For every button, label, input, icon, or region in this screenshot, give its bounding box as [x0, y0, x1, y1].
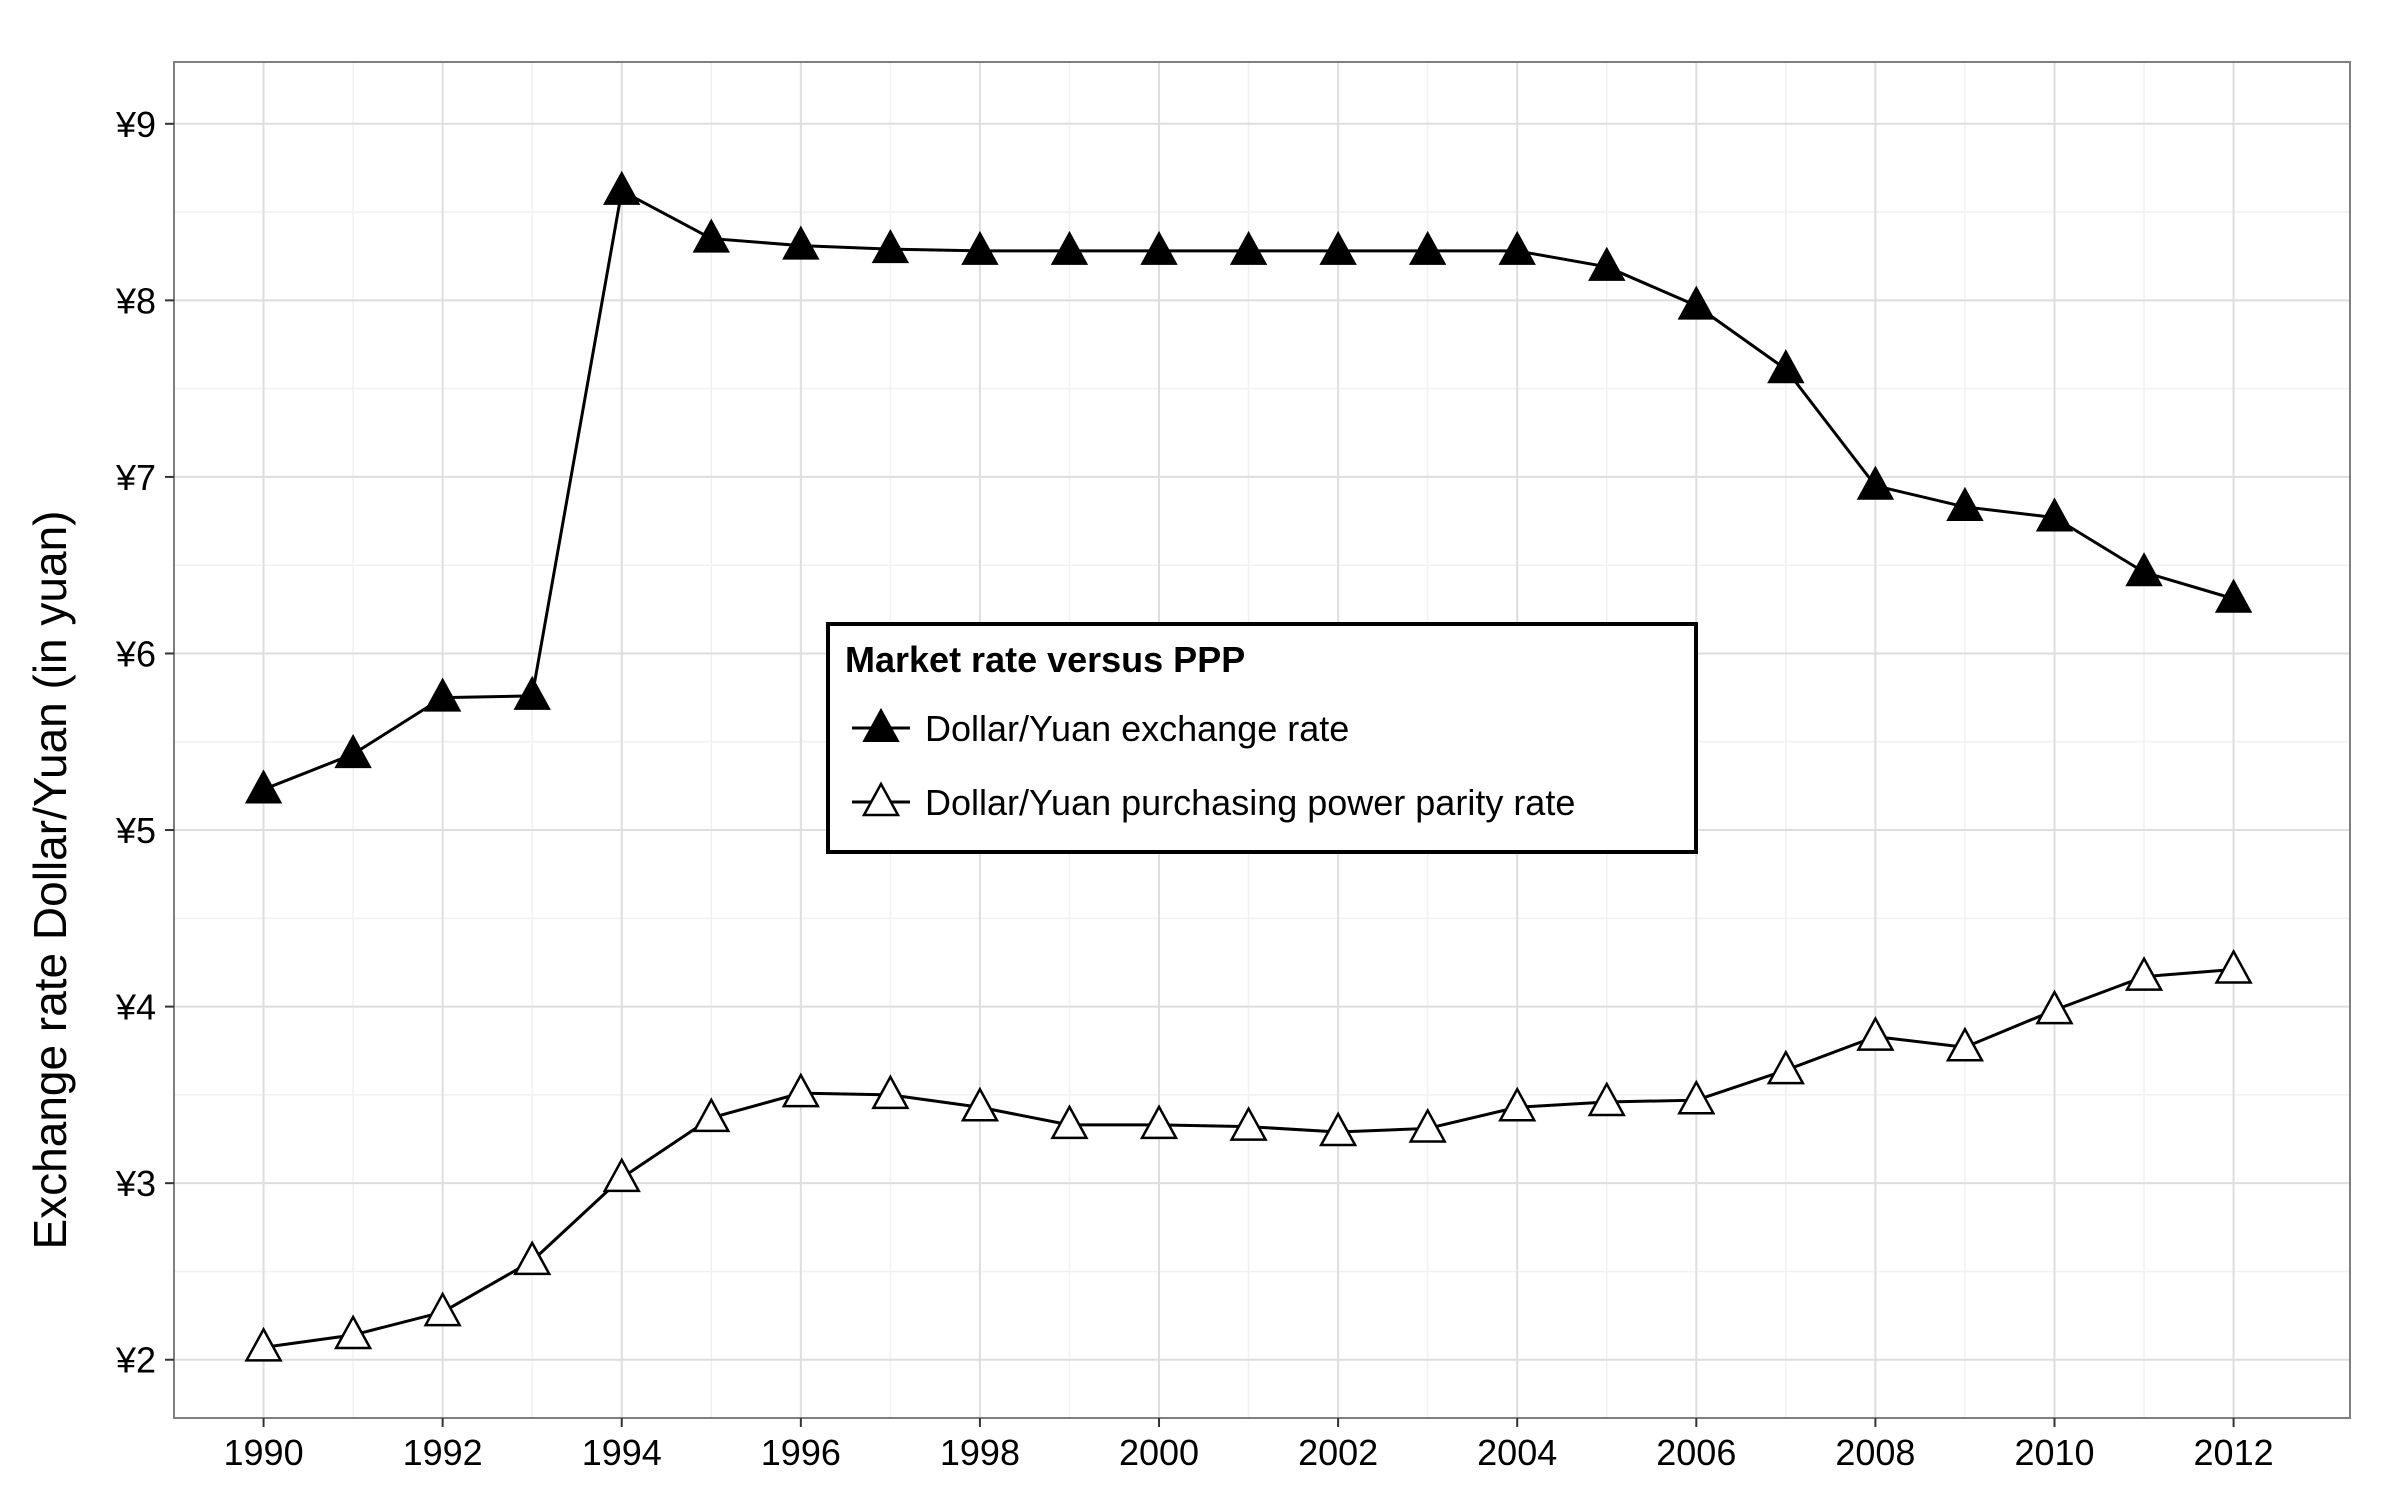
- data-point: [603, 170, 641, 205]
- data-point: [960, 1086, 1000, 1122]
- x-tick-label: 1990: [224, 1432, 304, 1473]
- y-axis-title: Exchange rate Dollar/Yuan (in yuan): [24, 511, 76, 1250]
- data-point: [2214, 578, 2253, 613]
- data-point: [1408, 1107, 1447, 1143]
- data-point: [423, 677, 462, 712]
- data-point: [333, 1314, 373, 1350]
- data-point: [871, 1074, 910, 1110]
- data-point: [1319, 1111, 1358, 1147]
- x-tick-label: 2004: [1477, 1432, 1557, 1473]
- x-axis: 1990 1992 1994 1996 1998 2000 2002 2004 2006 2008…: [224, 1418, 2274, 1473]
- data-point: [1498, 230, 1536, 265]
- data-point: [244, 1326, 283, 1362]
- data-point: [513, 675, 551, 710]
- legend-label-ppp-rate: Dollar/Yuan purchasing power parity rate: [925, 782, 1575, 823]
- legend: Market rate versus PPP Dollar/Yuan excha…: [826, 622, 1698, 854]
- x-tick-label: 1998: [940, 1432, 1020, 1473]
- data-point: [2035, 497, 2074, 532]
- legend-label-exchange-rate: Dollar/Yuan exchange rate: [925, 708, 1349, 749]
- data-point: [1767, 349, 1805, 384]
- data-point: [961, 230, 999, 265]
- panel-border: [173, 61, 2351, 1419]
- data-point: [423, 1291, 462, 1327]
- data-point: [1856, 465, 1895, 500]
- data-point: [2124, 955, 2164, 991]
- data-point: [1677, 1079, 1716, 1115]
- data-point: [1050, 1104, 1089, 1140]
- series-layer: [244, 170, 2253, 1362]
- x-tick-label: 2008: [1835, 1432, 1915, 1473]
- data-point: [1229, 1106, 1268, 1141]
- data-point: [1319, 230, 1357, 265]
- data-point: [781, 1072, 820, 1108]
- data-point: [2125, 552, 2163, 587]
- data-point: [1408, 230, 1447, 265]
- legend-entry-ppp-rate: Dollar/Yuan purchasing power parity rate: [852, 781, 1575, 823]
- x-tick-label: 2006: [1656, 1432, 1736, 1473]
- legend-entry-exchange-rate: Dollar/Yuan exchange rate: [852, 707, 1349, 749]
- data-point: [1945, 1026, 1985, 1062]
- data-point: [2035, 989, 2074, 1025]
- y-tick-label: ¥2: [115, 1340, 156, 1381]
- data-point: [1229, 230, 1268, 265]
- series-1: [244, 170, 2253, 804]
- x-tick-label: 2010: [2014, 1432, 2094, 1473]
- data-point: [1587, 1081, 1626, 1117]
- x-tick-label: 2012: [2194, 1432, 2274, 1473]
- legend-title: Market rate versus PPP: [845, 639, 1245, 680]
- open-triangle-icon: [861, 781, 901, 817]
- x-tick-label: 2000: [1119, 1432, 1199, 1473]
- data-point: [1856, 1016, 1895, 1051]
- y-tick-label: ¥5: [115, 810, 156, 851]
- y-tick-label: ¥7: [115, 457, 156, 498]
- series-2: [244, 948, 2253, 1362]
- filled-triangle-icon: [862, 707, 900, 742]
- data-point: [2214, 948, 2253, 984]
- y-tick-label: ¥9: [115, 104, 156, 145]
- data-point: [1946, 486, 1984, 521]
- data-point: [692, 218, 730, 253]
- y-axis: ¥2 ¥3 ¥4 ¥5 ¥6 ¥7 ¥8 ¥9: [115, 104, 174, 1381]
- data-point: [244, 769, 283, 804]
- y-tick-label: ¥4: [115, 987, 156, 1028]
- legend-box: [826, 622, 1698, 854]
- data-point: [602, 1157, 641, 1193]
- x-tick-label: 1996: [761, 1432, 841, 1473]
- data-point: [1140, 230, 1178, 265]
- x-tick-label: 2002: [1298, 1432, 1378, 1473]
- x-tick-label: 1994: [582, 1432, 662, 1473]
- data-point: [692, 1097, 731, 1133]
- data-point: [782, 225, 820, 260]
- data-point: [1677, 285, 1715, 320]
- data-point: [513, 1240, 552, 1276]
- y-tick-label: ¥6: [115, 633, 156, 674]
- data-point: [1498, 1086, 1537, 1122]
- x-tick-label: 1992: [403, 1432, 483, 1473]
- data-point: [334, 734, 372, 769]
- data-point: [871, 229, 910, 264]
- data-point: [1139, 1104, 1179, 1140]
- y-tick-label: ¥3: [115, 1163, 156, 1204]
- data-point: [1588, 246, 1626, 281]
- data-point: [1766, 1049, 1805, 1085]
- data-point: [1050, 230, 1089, 265]
- y-tick-label: ¥8: [115, 280, 156, 321]
